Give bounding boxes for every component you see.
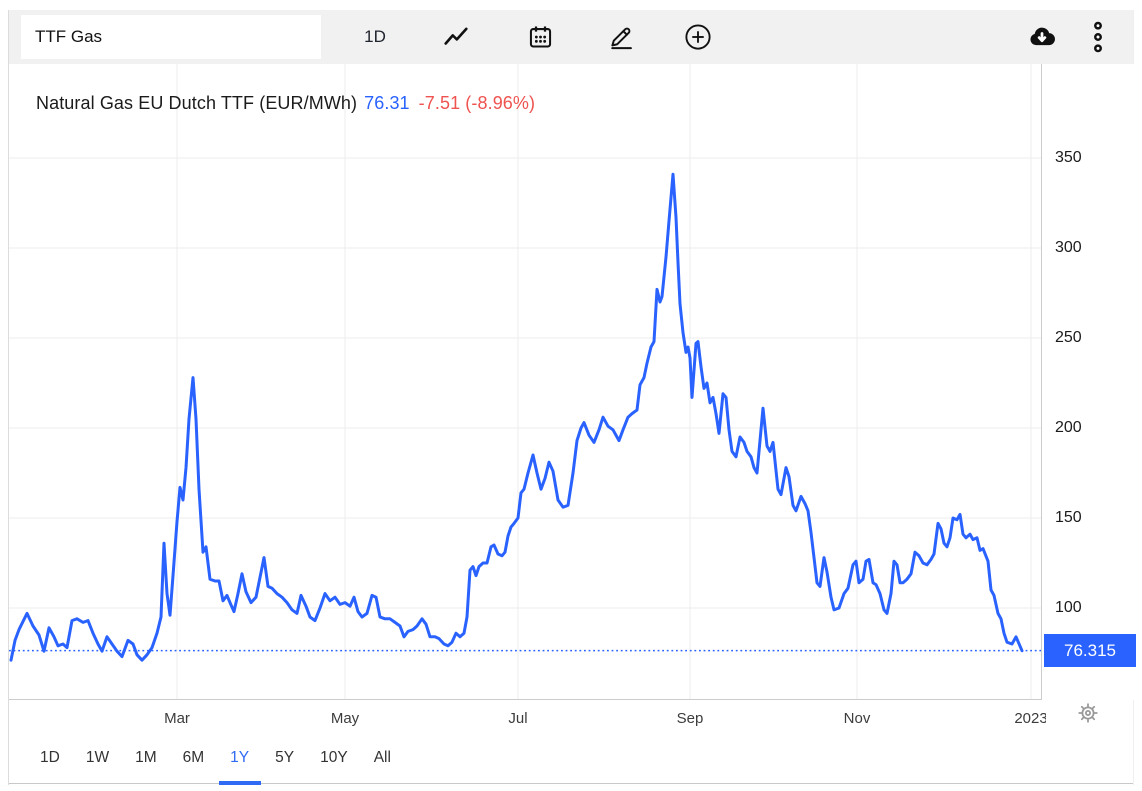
pencil-draw-icon xyxy=(607,23,635,51)
range-selector: 1D 1W 1M 6M 1Y 5Y 10Y All xyxy=(39,742,392,774)
x-axis-label: May xyxy=(330,710,360,727)
calendar-button[interactable] xyxy=(518,10,562,64)
plus-circle-icon xyxy=(683,22,713,52)
x-axis-label: 2023 xyxy=(1014,710,1046,727)
range-button-10y[interactable]: 10Y xyxy=(319,747,349,769)
interval-button[interactable]: 1D xyxy=(353,10,397,64)
bottom-divider xyxy=(9,783,1133,784)
calendar-icon xyxy=(527,24,554,51)
settings-button[interactable] xyxy=(1065,694,1111,734)
kebab-menu-icon xyxy=(1085,20,1111,54)
range-button-1w[interactable]: 1W xyxy=(85,747,110,769)
price-series-line xyxy=(9,172,1024,662)
chart-canvas[interactable] xyxy=(9,64,1041,700)
range-button-all[interactable]: All xyxy=(373,747,392,769)
last-price: 76.31 xyxy=(364,93,410,113)
x-axis-label: Nov xyxy=(843,710,871,727)
chart-style-button[interactable] xyxy=(434,10,478,64)
y-axis-label: 200 xyxy=(1055,419,1082,436)
chart-widget: 1D xyxy=(8,10,1136,785)
active-range-underline xyxy=(218,781,261,785)
plot-area: Natural Gas EU Dutch TTF (EUR/MWh) 76.31-… xyxy=(9,64,1041,700)
instrument-title: Natural Gas EU Dutch TTF (EUR/MWh) xyxy=(36,93,358,113)
range-button-5y[interactable]: 5Y xyxy=(274,747,295,769)
download-button[interactable] xyxy=(1020,10,1064,64)
gear-icon xyxy=(1076,701,1100,728)
x-axis-label: Mar xyxy=(164,710,190,727)
x-axis-label: Jul xyxy=(508,710,528,727)
time-axis[interactable]: Mar May Jul Sep Nov 2023 xyxy=(9,704,1046,734)
y-axis-label: 350 xyxy=(1055,149,1082,166)
price-axis[interactable]: 76.315 100 150 200 250 300 350 xyxy=(1041,64,1136,700)
y-axis-label: 150 xyxy=(1055,509,1082,526)
more-menu-button[interactable] xyxy=(1076,10,1120,64)
symbol-search-input[interactable] xyxy=(21,15,321,59)
y-axis-label: 100 xyxy=(1055,599,1082,616)
range-button-6m[interactable]: 6M xyxy=(182,747,206,769)
y-axis-label: 300 xyxy=(1055,239,1082,256)
zigzag-line-chart-icon xyxy=(443,24,469,50)
y-axis-label: 250 xyxy=(1055,329,1082,346)
chart-legend: Natural Gas EU Dutch TTF (EUR/MWh) 76.31-… xyxy=(36,93,535,114)
compare-add-button[interactable] xyxy=(676,10,720,64)
draw-button[interactable] xyxy=(599,10,643,64)
range-button-1m[interactable]: 1M xyxy=(134,747,158,769)
price-change: -7.51 (-8.96%) xyxy=(418,93,536,113)
cloud-download-icon xyxy=(1027,22,1057,52)
range-button-1y[interactable]: 1Y xyxy=(229,747,250,769)
last-price-tag: 76.315 xyxy=(1044,634,1136,667)
x-axis-label: Sep xyxy=(676,710,704,727)
toolbar: 1D xyxy=(9,10,1133,64)
range-button-1d[interactable]: 1D xyxy=(39,747,61,769)
